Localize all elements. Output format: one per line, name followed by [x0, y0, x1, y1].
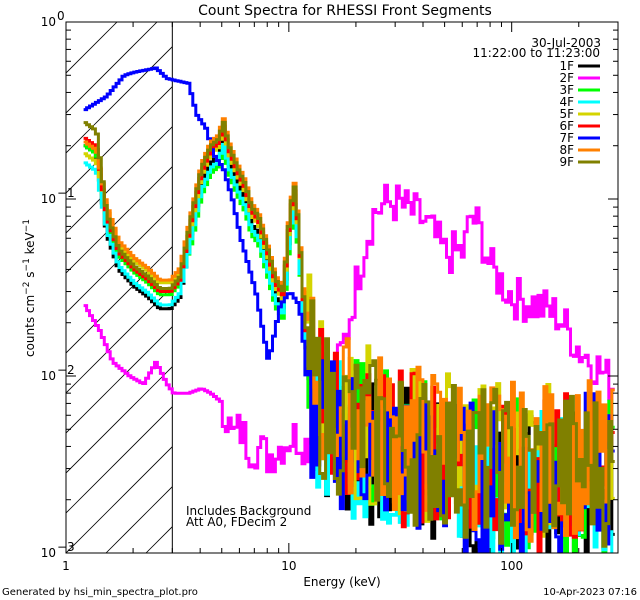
hatch-line [66, 246, 173, 354]
hatch-line [66, 22, 118, 74]
legend-label-7F: 7F [559, 131, 574, 145]
y-tick-exponent: −1 [57, 186, 75, 200]
ylabel-sup1: −2 [22, 282, 32, 295]
time-range-label: 11:22:00 to 11:23:00 [473, 46, 600, 60]
x-tick-label: 100 [500, 559, 523, 573]
hatch-line [66, 406, 173, 514]
hatch-line [66, 446, 173, 553]
legend-label-9F: 9F [559, 155, 574, 169]
legend-label-4F: 4F [559, 95, 574, 109]
legend-label-6F: 6F [559, 119, 574, 133]
y-tick-exponent: −3 [57, 540, 75, 554]
y-axis-label: counts cm−2 s−1 keV−1 [22, 219, 37, 357]
y-tick-exponent: −2 [57, 363, 75, 377]
series-line-8F [83, 117, 615, 543]
series-lines [83, 66, 615, 553]
x-axis-label: Energy (keV) [303, 575, 380, 589]
hatch-line [66, 46, 173, 154]
date-label: 30-Jul-2003 [531, 36, 601, 50]
svg-text:counts cm−2 s−1 keV−1: counts cm−2 s−1 keV−1 [22, 219, 37, 357]
footer-timestamp: 10-Apr-2023 07:16 [543, 587, 637, 598]
hatch-line [66, 166, 173, 274]
y-tick-label: 10 [41, 15, 56, 29]
hatch-line [66, 366, 173, 474]
y-tick-exponent: 0 [57, 9, 65, 23]
annotation-background: Includes Background [186, 504, 311, 518]
ylabel-sup2: −1 [22, 258, 32, 271]
x-tick-label: 10 [281, 559, 296, 573]
series-line-9F [83, 120, 615, 548]
chart-title: Count Spectra for RHESSI Front Segments [198, 3, 492, 19]
footer-generator: Generated by hsi_min_spectra_plot.pro [2, 587, 198, 598]
legend-label-2F: 2F [559, 71, 574, 85]
ylabel-end: keV [23, 231, 37, 258]
plot-frame [65, 21, 619, 554]
ylabel-mid: s [23, 271, 37, 281]
hatch-line [66, 22, 158, 114]
y-tick-label: 10 [41, 546, 56, 560]
legend-label-1F: 1F [559, 59, 574, 73]
annotation-attenuator: Att A0, FDecim 2 [186, 515, 287, 529]
ylabel-main: counts cm [23, 295, 37, 357]
legend-label-3F: 3F [559, 83, 574, 97]
y-tick-label: 10 [41, 192, 56, 206]
series-line-2F [83, 183, 615, 474]
ylabel-sup3: −1 [22, 219, 32, 232]
y-tick-label: 10 [41, 369, 56, 383]
legend-label-5F: 5F [559, 107, 574, 121]
x-tick-label: 1 [62, 559, 70, 573]
legend-label-8F: 8F [559, 143, 574, 157]
